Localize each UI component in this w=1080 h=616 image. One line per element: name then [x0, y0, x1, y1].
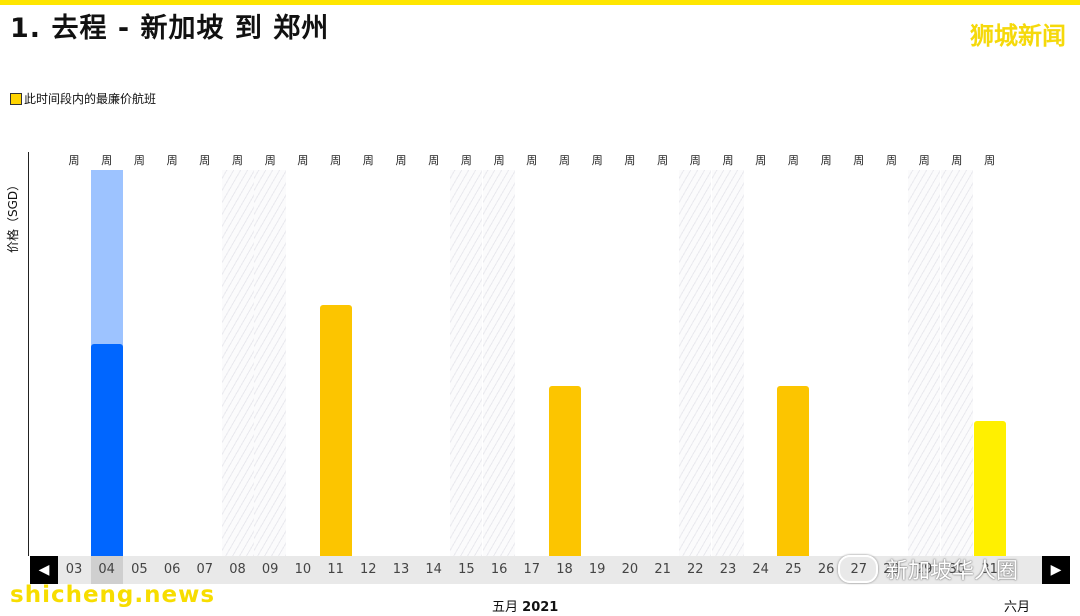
date-tick-07[interactable]: 07	[196, 562, 214, 577]
weekday-label-25: 周	[787, 154, 799, 167]
month-may: 五月	[492, 600, 519, 615]
weekend-band-23	[712, 170, 744, 556]
prev-dates-button[interactable]: ◀	[30, 556, 58, 584]
weekday-label-16: 周	[493, 154, 505, 167]
y-axis-line	[28, 152, 29, 556]
date-tick-29[interactable]: 29	[915, 562, 933, 577]
weekday-label-19: 周	[591, 154, 603, 167]
site-watermark: shicheng.news	[10, 582, 216, 608]
date-tick-30[interactable]: 30	[948, 562, 966, 577]
weekend-band-08	[221, 170, 254, 556]
weekday-label-03: 周	[68, 154, 80, 167]
date-tick-20[interactable]: 20	[621, 562, 639, 577]
date-tick-19[interactable]: 19	[588, 562, 606, 577]
wechat-watermark: 新加坡华人圈	[838, 553, 1018, 585]
bar-31[interactable]	[973, 420, 1006, 556]
weekday-label-05: 周	[133, 154, 145, 167]
date-tick-12[interactable]: 12	[360, 562, 377, 577]
date-tick-05[interactable]: 05	[131, 562, 148, 577]
weekday-label-22: 周	[689, 154, 701, 167]
date-tick-16[interactable]: 16	[490, 562, 508, 577]
date-tick-14[interactable]: 14	[425, 562, 442, 577]
year-label: 2021	[522, 600, 559, 615]
date-tick-11[interactable]: 11	[327, 562, 344, 577]
legend-swatch-icon	[10, 92, 22, 105]
date-tick-18[interactable]: 18	[556, 562, 573, 577]
month-label-june: 六月	[1004, 600, 1031, 615]
weekday-label-20: 周	[624, 154, 636, 167]
weekday-label-13: 周	[395, 154, 407, 167]
date-tick-15[interactable]: 15	[458, 562, 475, 577]
weekday-label-07: 周	[199, 154, 211, 167]
date-tick-23[interactable]: 23	[719, 562, 737, 577]
weekday-label-29: 周	[918, 154, 930, 167]
weekend-band-16	[483, 170, 516, 556]
weekend-band-22	[679, 170, 712, 556]
date-tick-09[interactable]: 09	[261, 562, 279, 577]
weekday-label-09: 周	[264, 154, 276, 167]
date-tick-08[interactable]: 08	[229, 562, 246, 577]
next-dates-button[interactable]: ▶	[1042, 556, 1070, 584]
date-tick-13[interactable]: 13	[392, 562, 410, 577]
date-tick-17[interactable]: 17	[523, 562, 541, 577]
date-strip	[30, 556, 1070, 584]
weekday-label-14: 周	[428, 154, 440, 167]
weekday-label-15: 周	[460, 154, 472, 167]
chart-legend: 此时间段内的最廉价航班	[10, 90, 156, 107]
top-accent-bar	[0, 0, 1080, 5]
brand-logo: 狮城新闻	[970, 22, 1066, 50]
weekday-label-21: 周	[657, 154, 669, 167]
weekday-label-12: 周	[362, 154, 374, 167]
date-tick-03[interactable]: 03	[65, 562, 83, 577]
weekday-label-31: 周	[984, 154, 996, 167]
date-tick-31[interactable]: 31	[981, 562, 998, 577]
weekend-band-29	[908, 170, 941, 556]
weekend-band-30	[940, 170, 973, 556]
date-tick-28[interactable]: 28	[883, 562, 900, 577]
date-tick-26[interactable]: 26	[817, 562, 835, 577]
page-title: 1. 去程 - 新加坡 到 郑州	[10, 13, 330, 44]
weekday-label-10: 周	[297, 154, 309, 167]
date-tick-25[interactable]: 25	[785, 562, 802, 577]
weekday-label-08: 周	[232, 154, 243, 167]
date-tick-27[interactable]: 27	[850, 562, 868, 577]
weekday-label-28: 周	[886, 154, 897, 167]
wechat-watermark-text: 新加坡华人圈	[886, 559, 1019, 584]
weekday-label-27: 周	[853, 154, 865, 167]
date-tick-06[interactable]: 06	[163, 562, 181, 577]
weekday-label-26: 周	[820, 154, 832, 167]
bar-18[interactable]	[548, 386, 581, 556]
date-tick-24[interactable]: 24	[752, 562, 769, 577]
weekend-band-09	[254, 170, 287, 556]
bar-04[interactable]	[90, 343, 123, 556]
wechat-icon	[838, 555, 878, 583]
date-tick-22[interactable]: 22	[687, 562, 704, 577]
date-tick-10[interactable]: 10	[294, 562, 312, 577]
weekday-label-11: 周	[330, 154, 342, 167]
month-label-may: 五月 2021	[492, 596, 558, 615]
legend-label: 此时间段内的最廉价航班	[24, 92, 157, 106]
weekend-band-15	[450, 170, 483, 556]
weekday-label-06: 周	[166, 154, 178, 167]
weekday-label-24: 周	[755, 154, 767, 167]
weekday-label-17: 周	[526, 154, 538, 167]
weekday-label-18: 周	[559, 154, 570, 167]
weekday-label-30: 周	[951, 154, 963, 167]
date-tick-04[interactable]: 04	[90, 556, 123, 584]
weekday-label-23: 周	[722, 154, 734, 167]
bar-11[interactable]	[319, 305, 352, 556]
weekday-label-04: 周	[101, 154, 113, 167]
date-tick-21[interactable]: 21	[654, 562, 671, 577]
bar-25[interactable]	[777, 386, 810, 556]
